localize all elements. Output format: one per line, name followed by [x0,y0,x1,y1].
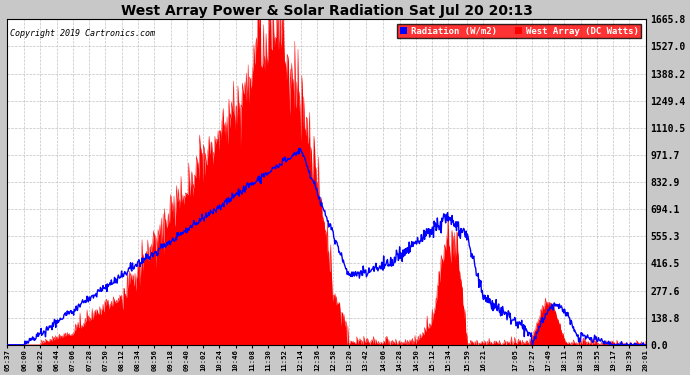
Text: Copyright 2019 Cartronics.com: Copyright 2019 Cartronics.com [10,29,155,38]
Legend: Radiation (W/m2), West Array (DC Watts): Radiation (W/m2), West Array (DC Watts) [397,24,641,38]
Title: West Array Power & Solar Radiation Sat Jul 20 20:13: West Array Power & Solar Radiation Sat J… [121,4,533,18]
